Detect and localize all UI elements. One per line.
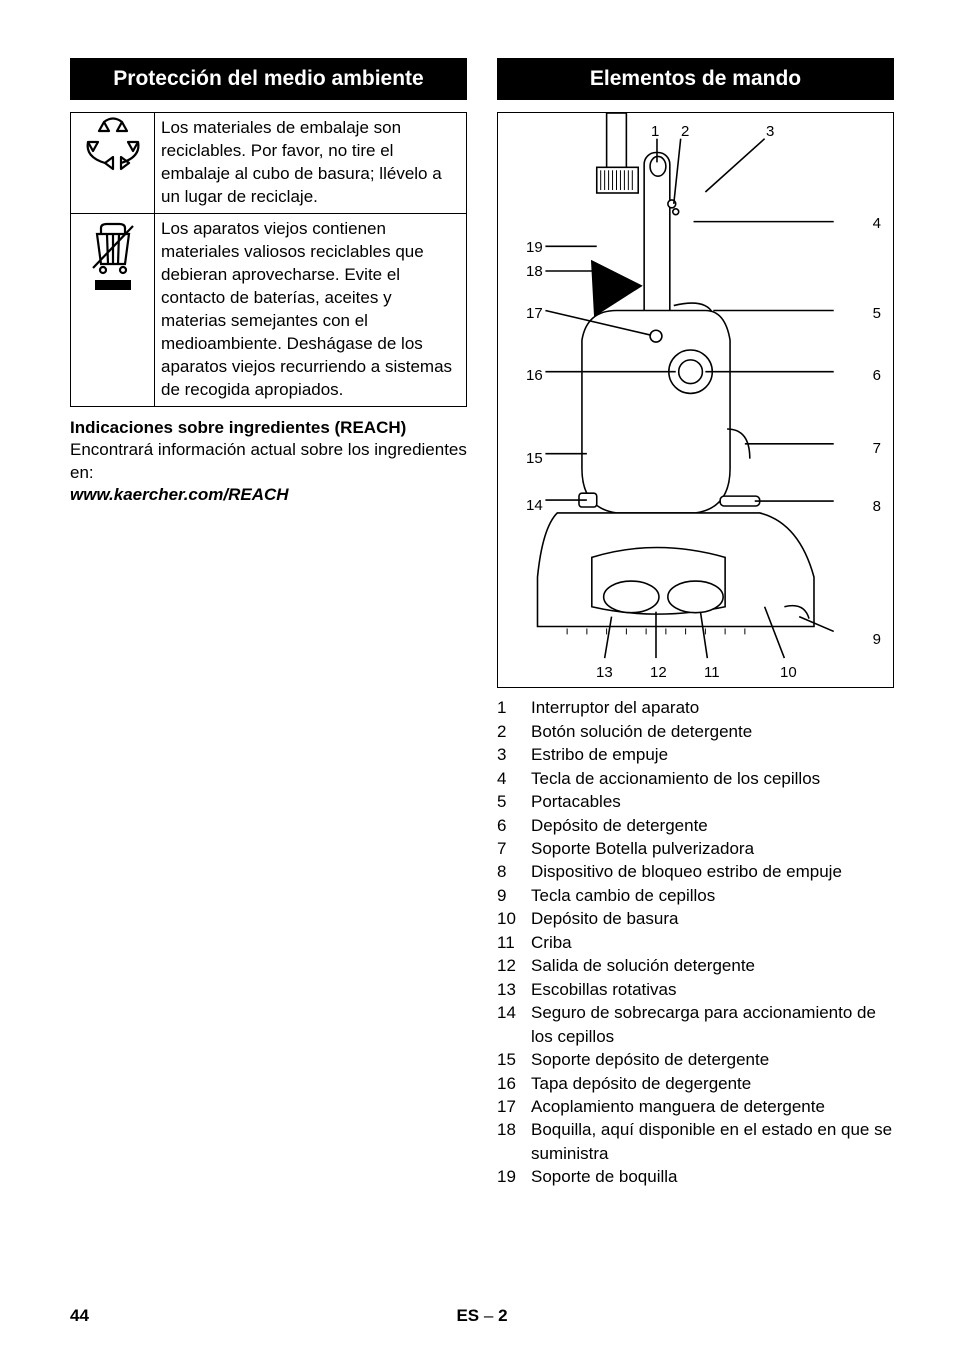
callout-4: 4 [873, 215, 881, 232]
list-item: 4Tecla de accionamiento de los cepillos [497, 767, 894, 790]
list-item: 19Soporte de boquilla [497, 1165, 894, 1188]
right-column: Elementos de mando [497, 58, 894, 1189]
list-item: 12Salida de solución detergente [497, 954, 894, 977]
list-item: 1Interruptor del aparato [497, 696, 894, 719]
weee-icon-cell [71, 214, 155, 407]
list-item: 2Botón solución de detergente [497, 720, 894, 743]
callout-8: 8 [873, 498, 881, 515]
callout-17: 17 [526, 305, 543, 322]
reach-link: www.kaercher.com/REACH [70, 485, 467, 505]
list-item: 5Portacables [497, 790, 894, 813]
list-item: 16Tapa depósito de degergente [497, 1072, 894, 1095]
callout-15: 15 [526, 450, 543, 467]
callout-13: 13 [596, 664, 613, 681]
list-item: 10Depósito de basura [497, 907, 894, 930]
callout-18: 18 [526, 263, 543, 280]
list-item: 13Escobillas rotativas [497, 978, 894, 1001]
list-item: 17Acoplamiento manguera de detergente [497, 1095, 894, 1118]
left-column: Protección del medio ambiente [70, 58, 467, 1189]
callout-1: 1 [651, 123, 659, 140]
heading-environment: Protección del medio ambiente [70, 58, 467, 100]
callout-14: 14 [526, 497, 543, 514]
recycle-text: Los materiales de embalaje son reciclabl… [155, 113, 467, 214]
callout-19: 19 [526, 239, 543, 256]
callout-2: 2 [681, 123, 689, 140]
list-item: 6Depósito de detergente [497, 814, 894, 837]
recycle-icon-cell [71, 113, 155, 214]
list-item: 14Seguro de sobrecarga para accionamient… [497, 1001, 894, 1048]
footer-center: ES – 2 [456, 1306, 507, 1326]
list-item: 11Criba [497, 931, 894, 954]
environment-table: Los materiales de embalaje son reciclabl… [70, 112, 467, 406]
weee-icon [77, 218, 148, 298]
page-number: 44 [70, 1306, 89, 1326]
callout-12: 12 [650, 664, 667, 681]
list-item: 15Soporte depósito de detergente [497, 1048, 894, 1071]
parts-list: 1Interruptor del aparato 2Botón solución… [497, 696, 894, 1189]
recycle-icon [77, 117, 148, 173]
weee-text: Los aparatos viejos contienen materiales… [155, 214, 467, 407]
list-item: 9Tecla cambio de cepillos [497, 884, 894, 907]
heading-controls: Elementos de mando [497, 58, 894, 100]
list-item: 8Dispositivo de bloqueo estribo de empuj… [497, 860, 894, 883]
callout-9: 9 [873, 631, 881, 648]
reach-text: Encontrará información actual sobre los … [70, 439, 467, 485]
callout-6: 6 [873, 367, 881, 384]
page-footer: 44 ES – 2 [70, 1306, 894, 1326]
callout-3: 3 [766, 123, 774, 140]
callout-7: 7 [873, 440, 881, 457]
list-item: 3Estribo de empuje [497, 743, 894, 766]
device-drawing [498, 113, 893, 682]
callout-11: 11 [704, 664, 720, 681]
device-diagram: 1 2 3 4 5 6 7 8 9 19 18 17 16 15 14 13 1… [497, 112, 894, 688]
callout-10: 10 [780, 664, 797, 681]
callout-5: 5 [873, 305, 881, 322]
reach-heading: Indicaciones sobre ingredientes (REACH) [70, 417, 467, 440]
list-item: 7Soporte Botella pulverizadora [497, 837, 894, 860]
list-item: 18Boquilla, aquí disponible en el estado… [497, 1118, 894, 1165]
callout-16: 16 [526, 367, 543, 384]
